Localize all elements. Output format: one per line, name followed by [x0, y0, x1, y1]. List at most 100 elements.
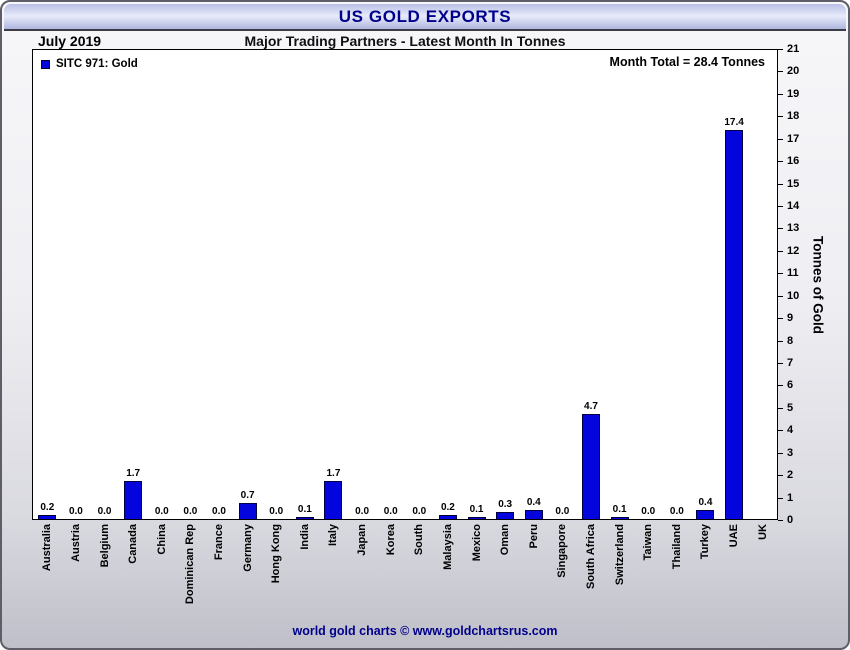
- x-tick-label-text: Japan: [356, 524, 369, 556]
- bar: [467, 516, 486, 519]
- bar: [496, 512, 515, 519]
- month-total-annotation: Month Total = 28.4 Tonnes: [609, 55, 765, 69]
- x-tick-label-text: Belgium: [98, 524, 111, 568]
- y-tick-mark: [778, 407, 783, 409]
- x-tick-label-text: Turkey: [699, 524, 712, 560]
- x-tick-label-text: Canada: [127, 524, 140, 564]
- y-axis-title-text: Tonnes of Gold: [810, 235, 826, 334]
- y-tick-mark: [778, 206, 783, 207]
- y-tick-label: 1: [787, 491, 794, 504]
- x-tick-label-text: Switzerland: [613, 524, 626, 586]
- y-tick-mark: [778, 475, 783, 477]
- x-tick-label-text: Thailand: [670, 524, 683, 570]
- y-tick-label: 10: [787, 289, 800, 302]
- x-tick-label-text: Korea: [384, 524, 397, 556]
- bar: [725, 130, 744, 519]
- bar-value-label: 0.7: [240, 490, 255, 502]
- x-tick-label: China: [147, 524, 176, 624]
- bar-value-label: 4.7: [584, 401, 598, 413]
- legend: SITC 971: Gold: [41, 58, 138, 70]
- x-tick-label-text: South Africa: [584, 524, 597, 589]
- y-tick-label: 7: [787, 357, 794, 369]
- x-tick-label-text: Taiwan: [642, 524, 655, 561]
- y-axis: 0 1 2 3 4 5 6 7 8 9 10 11 12 13 14 15 16 17 18 19 20 21: [778, 43, 848, 526]
- x-tick-label: Dominican Rep: [176, 524, 205, 624]
- x-tick-label-text: India: [298, 524, 311, 550]
- x-tick-label-text: UAE: [728, 524, 741, 548]
- y-tick-mark: [778, 318, 783, 320]
- y-tick-mark: [778, 385, 783, 387]
- x-tick-label-text: Oman: [499, 524, 512, 556]
- y-tick-mark: [778, 250, 783, 252]
- bar: [324, 481, 343, 519]
- x-tick-label-text: Dominican Rep: [184, 524, 197, 605]
- y-tick-mark: [778, 49, 783, 50]
- bar-value-label: 0.1: [297, 503, 312, 515]
- y-tick-mark: [778, 295, 783, 297]
- y-tick-mark: [778, 497, 783, 499]
- bars-container: 0.2 0.0 0.0 1.7 0.0 0.0 0.0 0.7 0.0 0.1 1.7 0.0 0.0 0…: [33, 50, 777, 519]
- x-tick-label: South Africa: [577, 524, 606, 624]
- y-tick-mark: [778, 430, 783, 432]
- x-tick-label: Mexico: [462, 524, 491, 624]
- footer-credit: world gold charts © www.goldchartsrus.co…: [292, 624, 558, 638]
- y-tick-mark: [778, 273, 783, 275]
- bar-value-label: 0.0: [669, 506, 684, 517]
- x-tick-label: Italy: [319, 524, 348, 624]
- bar-value-label: 0.2: [40, 501, 55, 513]
- bar-value-label: 0.3: [498, 499, 513, 511]
- y-tick-mark: [778, 183, 783, 185]
- y-tick-mark: [778, 71, 783, 73]
- x-tick-label: Oman: [491, 524, 520, 624]
- y-tick-mark: [778, 340, 783, 342]
- x-tick-label: India: [291, 524, 320, 624]
- bar-value-label: 0.1: [469, 503, 484, 515]
- x-tick-label: Malaysia: [434, 524, 463, 624]
- y-tick-label: 11: [787, 267, 799, 280]
- y-tick-label: 8: [787, 334, 794, 347]
- x-tick-label-text: France: [212, 524, 225, 561]
- y-tick-mark: [778, 93, 783, 95]
- x-tick-label-text: Hong Kong: [270, 524, 283, 584]
- chart-title: US GOLD EXPORTS: [338, 6, 512, 26]
- y-tick-label: 2: [787, 469, 794, 482]
- y-axis-title: Tonnes of Gold: [805, 49, 831, 520]
- bar-value-label: 1.7: [126, 468, 141, 480]
- y-tick-mark: [778, 161, 783, 163]
- y-tick-label: 16: [787, 155, 800, 168]
- y-tick-mark: [778, 116, 783, 118]
- bar-value-label: 0.4: [698, 497, 713, 509]
- x-tick-label-text: Austria: [69, 524, 82, 562]
- x-tick-label: Taiwan: [634, 524, 663, 624]
- bar-value-label: 0.0: [383, 506, 398, 517]
- x-tick-label: South: [405, 524, 434, 624]
- bar-value-label: 0.0: [355, 506, 370, 517]
- bar: [295, 516, 314, 519]
- x-tick-label-text: Italy: [327, 524, 340, 547]
- y-tick-label: 20: [787, 65, 800, 78]
- x-tick-label: Turkey: [691, 524, 720, 624]
- x-tick-label-text: Singapore: [556, 524, 569, 578]
- y-tick-label: 21: [787, 43, 800, 55]
- x-tick-label: UK: [748, 524, 777, 624]
- x-tick-label: Canada: [119, 524, 148, 624]
- x-tick-label: Austria: [62, 524, 91, 624]
- bar-value-label: 0.1: [612, 503, 627, 515]
- bar: [696, 510, 715, 519]
- y-tick-mark: [778, 228, 783, 230]
- y-tick-mark: [778, 520, 783, 521]
- bar-value-label: 1.7: [326, 468, 341, 480]
- x-tick-label: Peru: [519, 524, 548, 624]
- bar: [438, 514, 457, 519]
- bar-value-label: 0.2: [440, 501, 455, 513]
- bar: [610, 516, 629, 519]
- bar-value-label: 17.4: [724, 117, 744, 129]
- chart-subtitle: Major Trading Partners - Latest Month In…: [244, 33, 566, 49]
- chart-title-bar: US GOLD EXPORTS: [4, 4, 846, 31]
- y-tick-label: 5: [787, 401, 794, 414]
- x-tick-label-text: Peru: [527, 524, 540, 549]
- x-tick-label-text: UK: [756, 524, 769, 540]
- bar-value-label: 0.0: [269, 506, 284, 517]
- y-tick-label: 9: [787, 312, 794, 325]
- bar: [124, 481, 143, 519]
